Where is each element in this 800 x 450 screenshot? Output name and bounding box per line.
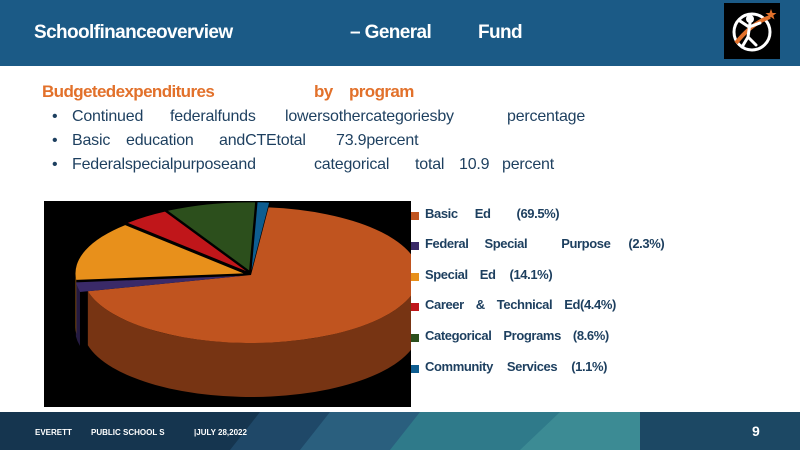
- pie-slice-5: [251, 202, 270, 271]
- footer-district-a: EVERETT: [35, 428, 72, 437]
- legend-label-word: Ed(4.4%): [564, 297, 616, 312]
- legend-label: Federal Special Purpose (2.3%): [425, 236, 665, 251]
- legend-swatch-icon: [411, 273, 419, 281]
- school-logo-icon: [724, 3, 780, 59]
- legend-label-word: &: [475, 297, 485, 312]
- legend-label-word: (1.1%): [571, 359, 608, 374]
- pie-slice-side-1: [75, 282, 80, 347]
- footer-decoration: [230, 412, 800, 450]
- legend-label-word: (2.3%): [628, 236, 665, 251]
- legend-label: Basic Ed (69.5%): [425, 206, 560, 221]
- legend-label: Special Ed (14.1%): [425, 267, 553, 282]
- legend-swatch-icon: [411, 334, 419, 342]
- bullet-dot-icon: •: [52, 132, 58, 149]
- bullet-item: • Continued federalfunds lowersothercategor…: [52, 108, 586, 125]
- legend-label-word: Special: [425, 267, 468, 282]
- pie-slice-3: [127, 211, 247, 272]
- legend-label-word: (69.5%): [516, 206, 560, 221]
- legend-label-word: Ed: [479, 267, 496, 282]
- legend-label-word: Ed: [474, 206, 491, 221]
- bullet-dot-icon: •: [52, 108, 58, 125]
- pie-chart: [75, 202, 420, 397]
- legend-label: Categorical Programs (8.6%): [425, 328, 609, 343]
- pie-slice-side-2: [75, 273, 77, 334]
- legend-label-word: (8.6%): [572, 328, 609, 343]
- legend-swatch-icon: [411, 303, 419, 311]
- title-part-2: – General: [350, 22, 432, 43]
- pie-chart-area: [44, 201, 420, 407]
- legend-label-word: Basic: [425, 206, 458, 221]
- legend-swatch-icon: [411, 365, 419, 373]
- pie-slice-1: [75, 275, 244, 293]
- footer-date: |JULY 28,2022: [194, 428, 247, 437]
- legend-label-word: Programs: [503, 328, 561, 343]
- legend-label-word: Community: [425, 359, 493, 374]
- bullet-list: • Continued federalfunds lowersothercategor…: [52, 108, 585, 180]
- pie-slice-2: [75, 225, 244, 280]
- legend-label-word: Technical: [496, 297, 553, 312]
- legend-label: Career & Technical Ed(4.4%): [425, 297, 616, 312]
- legend-label-word: Purpose: [561, 236, 611, 251]
- legend-label-word: Career: [425, 297, 464, 312]
- legend-label-word: Categorical: [425, 328, 492, 343]
- legend-label-word: Federal: [425, 236, 469, 251]
- title-part-1: Schoolfinanceoverview: [34, 22, 233, 43]
- legend-label-word: (14.1%): [509, 267, 553, 282]
- title-part-3: Fund: [478, 22, 523, 43]
- page-number: 9: [752, 423, 760, 439]
- legend-label: Community Services (1.1%): [425, 359, 607, 374]
- subtitle-part-1: Budgetedexpenditures: [42, 82, 215, 101]
- bullet-item: • Federalspecialpurposeand categorical tota…: [52, 156, 554, 173]
- pie-slice-side-0: [87, 275, 420, 397]
- footer-district-b: PUBLIC SCHOOL S: [91, 428, 165, 437]
- subtitle-part-3: program: [349, 82, 414, 101]
- legend-swatch-icon: [411, 242, 419, 250]
- footer-bar: EVERETT PUBLIC SCHOOL S |JULY 28,2022 9: [0, 412, 800, 450]
- legend-label-word: Special: [484, 236, 528, 251]
- legend-swatch-icon: [411, 212, 419, 220]
- pie-slice-0: [87, 207, 420, 343]
- pie-slice-4: [167, 202, 256, 271]
- title-bar: Schoolfinanceoverview – General Fund: [0, 0, 800, 66]
- bullet-item: • Basic education andCTEtotal 73.9percent: [52, 132, 419, 149]
- bullet-dot-icon: •: [52, 156, 58, 173]
- legend-label-word: Services: [506, 359, 558, 374]
- subtitle-part-2: by: [314, 82, 333, 101]
